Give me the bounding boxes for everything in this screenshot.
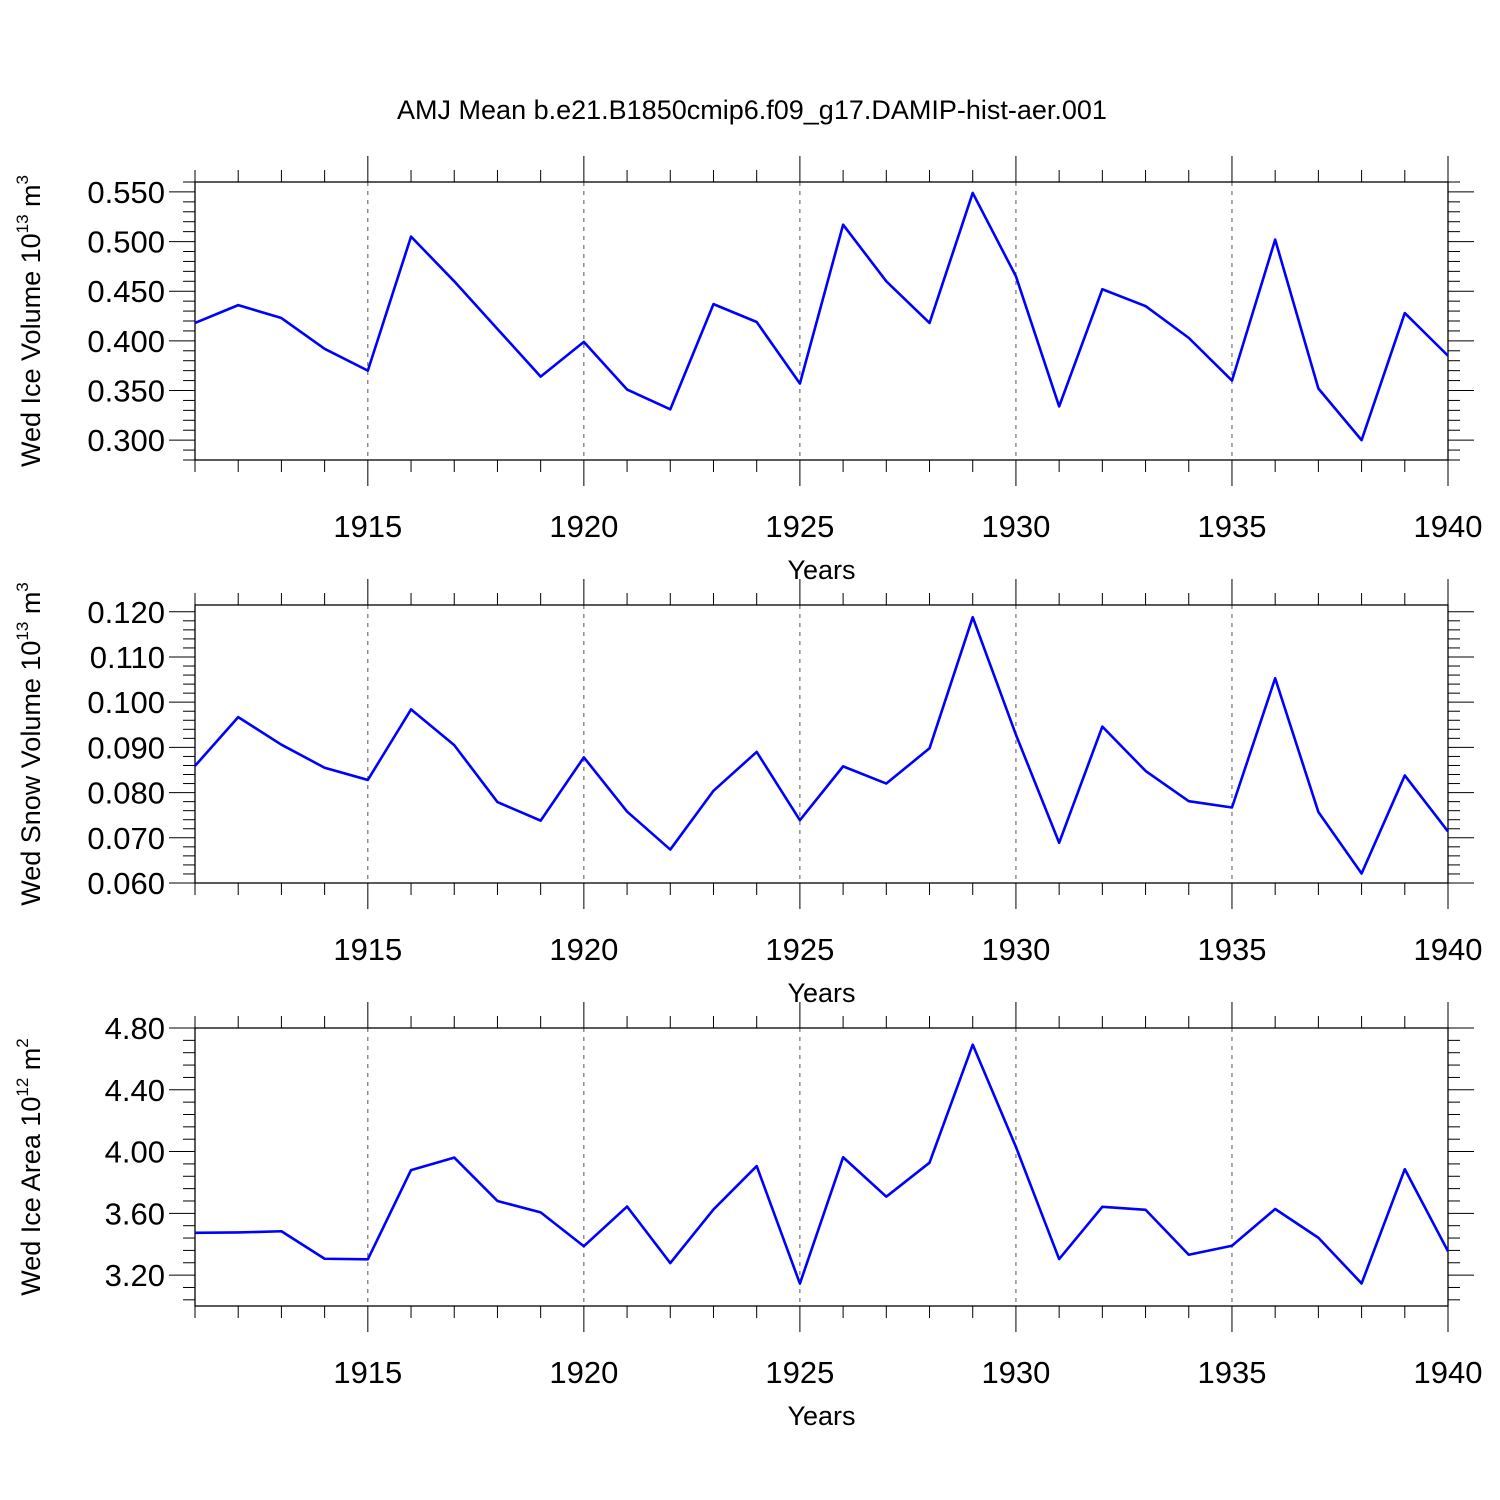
x-tick-label: 1925 [765,509,834,544]
y-tick-label: 0.060 [87,866,165,901]
y-axis-title: Wed Ice Area 1012 m2 [13,1038,46,1296]
x-tick-label: 1935 [1197,932,1266,967]
x-tick-label: 1925 [765,1355,834,1390]
y-tick-label: 4.00 [105,1135,165,1170]
x-axis-title: Years [787,1401,855,1431]
y-tick-label: 0.500 [87,225,165,260]
y-tick-label: 0.100 [87,685,165,720]
y-tick-label: 0.550 [87,175,165,210]
y-tick-label: 0.070 [87,821,165,856]
y-axis-title-part: Wed Ice Volume 10 [16,233,46,467]
y-tick-label: 0.090 [87,730,165,765]
figure-title: AMJ Mean b.e21.B1850cmip6.f09_g17.DAMIP-… [397,95,1107,125]
y-tick-label: 0.350 [87,374,165,409]
x-tick-label: 1935 [1197,1355,1266,1390]
x-axis-title: Years [787,555,855,585]
x-tick-label: 1940 [1414,509,1483,544]
x-tick-label: 1920 [549,509,618,544]
plot-frame [194,604,1449,884]
x-tick-label: 1930 [981,1355,1050,1390]
x-tick-label: 1930 [981,509,1050,544]
y-axis-title-superscript: 13 [13,622,32,641]
y-axis-title-superscript: 3 [13,175,32,184]
chart-panel-snow-volume: 0.060 0.070 0.080 0.090 0.100 0.110 0.120 1915 1… [13,579,1482,1008]
x-tick-label: 1935 [1197,509,1266,544]
y-tick-label: 0.400 [87,324,165,359]
y-tick-label: 3.60 [105,1196,165,1231]
y-axis-title-superscript: 3 [13,582,32,591]
y-axis-title-part: m [16,184,46,214]
x-tick-label: 1940 [1414,1355,1483,1390]
y-tick-label: 0.450 [87,274,165,309]
chart-panel-ice-area: 3.20 3.60 4.00 4.40 4.80 1915 1920 1925 1930 1935… [13,1002,1482,1431]
x-tick-label: 1915 [333,1355,402,1390]
y-axis-title: Wed Ice Volume 1013 m3 [13,175,46,467]
y-axis-title-part: m [16,592,46,622]
y-tick-label: 4.80 [105,1011,165,1046]
y-tick-label: 0.110 [90,640,165,675]
x-tick-label: 1930 [981,932,1050,967]
x-tick-label: 1920 [549,932,618,967]
y-axis-title-part: Wed Snow Volume 10 [16,641,46,906]
plot-frame [194,1027,1449,1307]
chart-panel-ice-volume: 0.300 0.350 0.400 0.450 0.500 0.550 1915 1920 19… [13,156,1482,585]
x-tick-label: 1925 [765,932,834,967]
y-axis-title-superscript: 2 [13,1038,32,1047]
x-tick-label: 1915 [333,932,402,967]
y-axis-title-part: m [16,1048,46,1078]
x-tick-label: 1915 [333,509,402,544]
y-axis-title-superscript: 12 [13,1078,32,1097]
y-tick-label: 0.300 [87,423,165,458]
y-tick-label: 0.080 [87,776,165,811]
y-tick-label: 3.20 [105,1258,165,1293]
x-tick-label: 1940 [1414,932,1483,967]
y-axis-title-superscript: 13 [13,214,32,233]
series-line-ice-area [194,1043,1450,1285]
x-tick-label: 1920 [549,1355,618,1390]
x-axis-title: Years [787,978,855,1008]
y-tick-label: 4.40 [105,1073,165,1108]
series-line-snow-volume [194,615,1450,875]
y-tick-label: 0.120 [87,595,165,630]
y-axis-title-part: Wed Ice Area 10 [16,1097,46,1296]
series-line-ice-volume [194,191,1449,442]
y-axis-title: Wed Snow Volume 1013 m3 [13,582,46,906]
